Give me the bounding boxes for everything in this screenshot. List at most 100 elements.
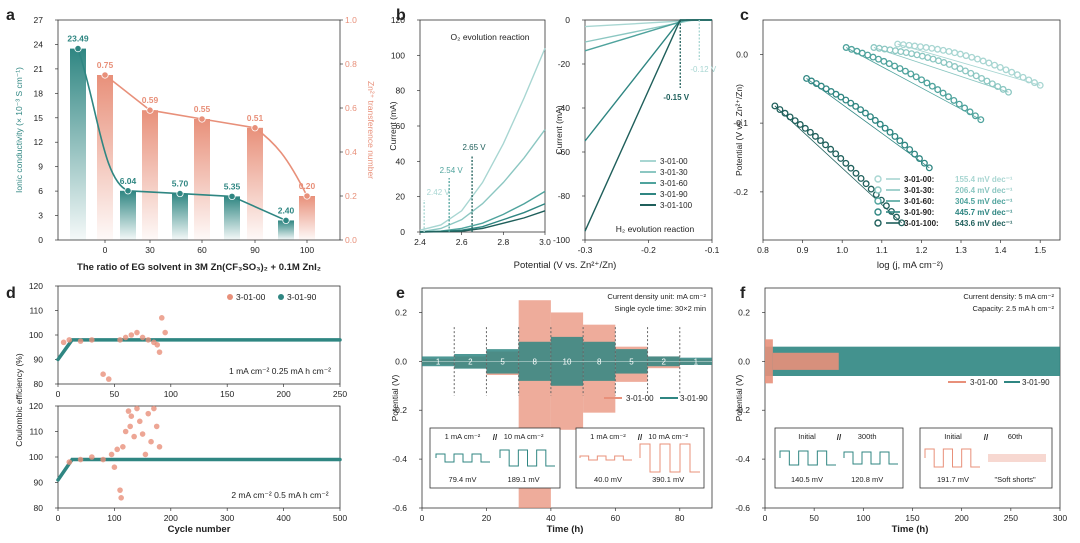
c-y-tick-label: -0.2 bbox=[733, 187, 748, 197]
b2-legend-label: 3-01-90 bbox=[660, 190, 688, 199]
c-x-tick-label: 1.1 bbox=[876, 245, 888, 255]
c-data-point bbox=[1002, 66, 1010, 74]
c-data-point bbox=[983, 77, 991, 85]
c-fit-line bbox=[806, 78, 930, 169]
d-bottom-salmon-point bbox=[127, 423, 133, 430]
c-data-point bbox=[852, 102, 860, 110]
c-data-point bbox=[924, 54, 932, 61]
e-x-tick-label: 20 bbox=[482, 513, 492, 523]
e-step-label: 5 bbox=[500, 357, 505, 366]
e1-inset-wave bbox=[499, 449, 555, 467]
f1-inset-box bbox=[774, 427, 904, 489]
c-x-tick-label: 0.8 bbox=[757, 245, 769, 255]
b2-series-line bbox=[584, 19, 712, 232]
c-data-point bbox=[901, 141, 909, 149]
d-bottom-salmon-point bbox=[66, 459, 73, 465]
c-data-point bbox=[923, 79, 931, 87]
c-legend-slope: 304.5 mV dec⁻¹ bbox=[955, 197, 1013, 206]
c-data-point bbox=[945, 47, 953, 55]
a-y-axis-label: Ionic conductivity (× 10⁻³ S cm⁻¹) bbox=[14, 67, 24, 193]
c-data-point bbox=[801, 124, 809, 132]
d-bottom-salmon-point bbox=[114, 446, 121, 453]
c-data-point bbox=[881, 124, 889, 132]
f2-inset-soft-short bbox=[988, 454, 1046, 462]
a-x-tick-label: 30 bbox=[145, 245, 155, 255]
b2-legend-label: 3-01-30 bbox=[660, 168, 688, 177]
a-transference-point bbox=[146, 106, 154, 114]
e-x-tick-label: 80 bbox=[675, 513, 685, 523]
c-data-point bbox=[847, 99, 855, 107]
d-bottom-salmon-point bbox=[128, 413, 135, 420]
d-top-salmon-point bbox=[100, 371, 106, 378]
c-data-point bbox=[893, 213, 900, 221]
a-transference-point bbox=[198, 115, 206, 123]
c-data-point bbox=[891, 47, 899, 55]
d-bottom-salmon-point bbox=[108, 451, 115, 458]
c-data-point bbox=[1013, 71, 1021, 79]
a-conductivity-point bbox=[228, 192, 236, 201]
c-legend-slope: 543.6 mV dec⁻¹ bbox=[955, 219, 1013, 228]
b2-legend-label: 3-01-00 bbox=[660, 157, 688, 166]
d-top-salmon-point bbox=[105, 376, 112, 382]
f2-inset-left-value: 191.7 mV bbox=[937, 475, 969, 484]
b1-onset-label: 2.65 V bbox=[463, 143, 487, 152]
c-x-tick-label: 1.2 bbox=[915, 245, 927, 255]
c-data-point bbox=[811, 132, 819, 140]
b1-y-tick-label: 60 bbox=[396, 121, 406, 131]
d-bottom-x-tick-label: 100 bbox=[107, 513, 121, 523]
e2-inset-right-value: 390.1 mV bbox=[652, 475, 684, 484]
c-legend-name: 3-01-00: bbox=[904, 175, 934, 184]
e-legend-label: 3-01-90 bbox=[680, 394, 708, 403]
a-y2-tick-label: 0.2 bbox=[345, 191, 357, 201]
f1-inset-break: // bbox=[837, 433, 842, 442]
d-bottom-salmon-point bbox=[89, 454, 95, 460]
c-data-point bbox=[862, 180, 870, 188]
d-top-salmon-point bbox=[117, 337, 123, 343]
c-data-point bbox=[902, 49, 910, 57]
b2-series-line bbox=[584, 19, 712, 28]
b2-x-tick-label: -0.2 bbox=[641, 245, 656, 255]
c-data-point bbox=[852, 169, 860, 177]
c-data-point bbox=[988, 80, 996, 88]
c-fit-line bbox=[845, 47, 981, 121]
c-x-axis-label: log (j, mA cm⁻²) bbox=[877, 260, 943, 271]
d-bottom-y-tick-label: 90 bbox=[34, 478, 44, 488]
d-top-salmon-point bbox=[128, 332, 135, 338]
a-y2-axis-label: Zn²⁺ transference number bbox=[366, 81, 376, 179]
d-bottom-y-tick-label: 110 bbox=[29, 427, 43, 437]
b2-y-tick-label: 0 bbox=[565, 15, 570, 25]
c-legend-name: 3-01-100: bbox=[904, 219, 939, 228]
c-data-point bbox=[791, 117, 799, 125]
b2-x-tick-label: -0.3 bbox=[578, 245, 593, 255]
a-conductivity-value: 6.04 bbox=[120, 176, 137, 186]
f-x-tick-label: 250 bbox=[1004, 513, 1018, 523]
b2-onset-label: -0.12 V bbox=[690, 65, 716, 74]
a-conductivity-value: 2.40 bbox=[278, 205, 295, 215]
c-fit-line bbox=[897, 43, 1041, 86]
c-data-point bbox=[972, 72, 980, 80]
b2-frame bbox=[584, 19, 713, 241]
e1-inset-wave bbox=[435, 453, 490, 463]
panel-label: f bbox=[740, 285, 746, 302]
f-x-tick-label: 300 bbox=[1053, 513, 1067, 523]
c-data-point bbox=[862, 109, 869, 117]
b1-series-line bbox=[419, 210, 546, 233]
c-x-tick-label: 1.5 bbox=[1034, 245, 1046, 255]
e-note: Current density unit: mA cm⁻² bbox=[607, 292, 706, 301]
c-data-point bbox=[897, 48, 905, 56]
c-data-point bbox=[939, 89, 947, 97]
f2-inset-break: // bbox=[984, 433, 989, 442]
e-y-tick-label: -0.2 bbox=[392, 405, 407, 415]
a-y-tick-label: 27 bbox=[34, 15, 44, 25]
b2-y-tick-label: -100 bbox=[553, 235, 570, 245]
e-note: Single cycle time: 30×2 min bbox=[614, 304, 706, 313]
b1-annotation: O₂ evolution reaction bbox=[451, 32, 530, 42]
a-y2-tick-label: 1.0 bbox=[345, 15, 357, 25]
e2-inset-right-label: 10 mA cm⁻² bbox=[648, 432, 688, 441]
f-legend-label: 3-01-00 bbox=[970, 378, 998, 387]
c-legend-marker bbox=[874, 175, 882, 183]
f1-inset-right-value: 120.8 mV bbox=[851, 475, 883, 484]
d-y-axis-label: Coulombic efficiency (%) bbox=[14, 353, 24, 447]
panel-label: e bbox=[396, 285, 405, 302]
c-data-point bbox=[922, 44, 930, 51]
